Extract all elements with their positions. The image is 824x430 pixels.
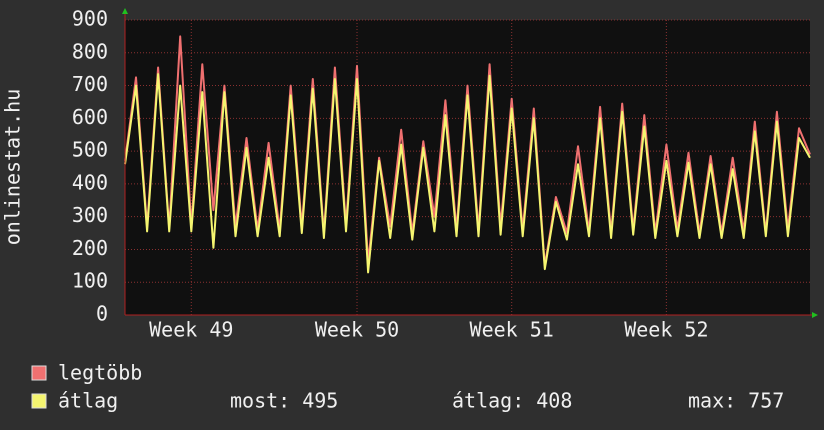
stat-value: 495 bbox=[302, 389, 338, 413]
x-tick-label: Week 49 bbox=[149, 318, 233, 342]
y-tick-label: 100 bbox=[72, 269, 108, 293]
stat-value: 408 bbox=[536, 389, 572, 413]
y-tick-label: 700 bbox=[72, 72, 108, 96]
y-tick-label: 300 bbox=[72, 203, 108, 227]
y-tick-label: 0 bbox=[96, 302, 108, 326]
y-axis-label: onlinestat.hu bbox=[1, 89, 25, 246]
stat-label: most: bbox=[230, 389, 290, 413]
legend-label: átlag bbox=[58, 389, 118, 413]
y-tick-label: 900 bbox=[72, 7, 108, 31]
y-tick-label: 200 bbox=[72, 236, 108, 260]
y-tick-label: 400 bbox=[72, 170, 108, 194]
y-tick-label: 600 bbox=[72, 105, 108, 129]
y-tick-label: 800 bbox=[72, 39, 108, 63]
legend-label: legtöbb bbox=[58, 361, 142, 385]
plot-area bbox=[125, 20, 810, 315]
y-tick-label: 500 bbox=[72, 138, 108, 162]
axis-arrow bbox=[122, 8, 128, 14]
plot bbox=[124, 19, 811, 316]
stat-value: 757 bbox=[748, 389, 784, 413]
legend-swatch bbox=[31, 365, 47, 381]
stat-label: átlag: bbox=[452, 389, 524, 413]
x-tick-label: Week 51 bbox=[470, 318, 554, 342]
x-tick-label: Week 52 bbox=[624, 318, 708, 342]
stat-label: max: bbox=[688, 389, 736, 413]
axis-arrow bbox=[812, 312, 818, 318]
x-tick-label: Week 50 bbox=[315, 318, 399, 342]
legend-swatch bbox=[31, 393, 47, 409]
series-line bbox=[124, 73, 811, 274]
